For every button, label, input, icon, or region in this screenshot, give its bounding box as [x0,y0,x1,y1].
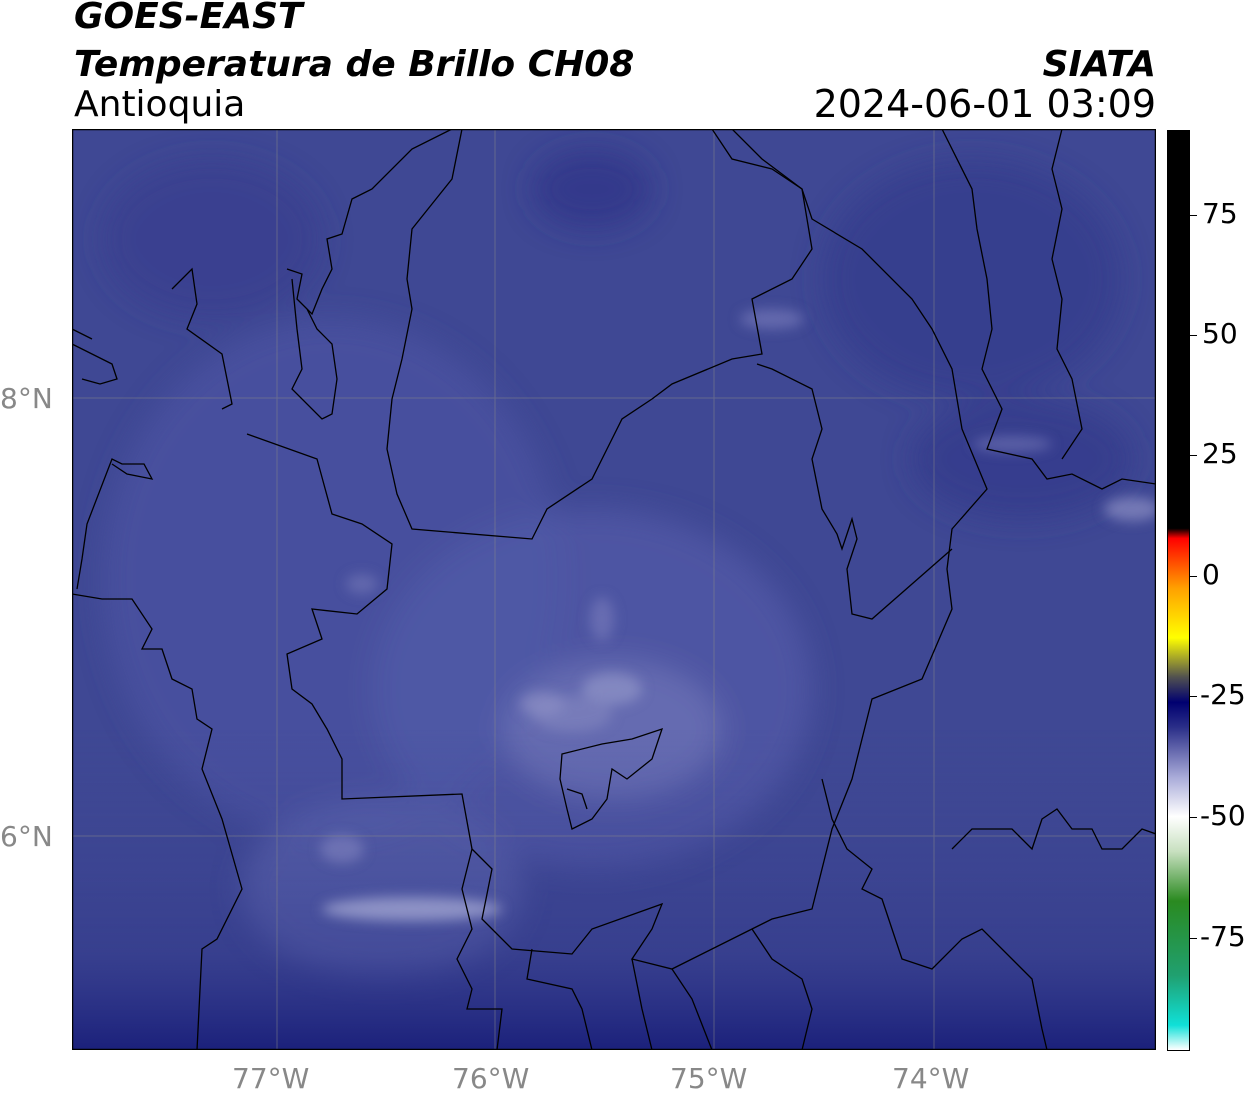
dept-line-south [456,848,813,1050]
source-label: SIATA [1042,44,1156,85]
lat-label-8n: 8°N [0,382,53,415]
colorbar-label-neg25: -25 [1200,678,1246,711]
colorbar-label-neg75: -75 [1200,920,1246,953]
lon-label-77w: 77°W [232,1062,310,1095]
dept-line-southeast [821,778,1156,1050]
dept-line-north [386,129,813,540]
colorbar-tick [1189,455,1197,456]
brightness-field [102,149,1132,979]
map-frame [72,129,1156,1050]
colorbar-label-0: 0 [1202,558,1220,591]
graticule [72,129,1156,1050]
valle-aburra [559,727,664,830]
colorbar-tick [1189,696,1197,697]
antioquia-boundary [246,129,988,970]
map-panel [72,129,1156,1050]
colorbar-tick [1189,938,1197,939]
title-line-1: GOES-EAST [74,0,303,37]
colorbar-tick [1189,335,1197,336]
lon-label-74w: 74°W [892,1062,970,1095]
colorbar [1167,130,1190,1051]
coast-inner [76,458,154,590]
dept-line-east [941,129,1156,490]
region-label: Antioquia [74,84,246,125]
title-line-2: Temperatura de Brillo CH08 [74,44,635,85]
datetime-label: 2024-06-01 03:09 [813,82,1156,126]
map-canvas [72,129,1156,1050]
lon-label-76w: 76°W [452,1062,530,1095]
lat-label-6n: 6°N [0,820,53,853]
dept-line-central [756,363,953,620]
colorbar-label-75: 75 [1202,197,1238,230]
lon-label-75w: 75°W [670,1062,748,1095]
colorbar-tick [1189,576,1197,577]
colorbar-tick [1189,817,1197,818]
colorbar-label-50: 50 [1202,317,1238,350]
colorbar-label-25: 25 [1202,437,1238,470]
colorbar-tick [1189,215,1197,216]
boundaries [72,129,1156,1050]
cloud-highlights [320,309,1156,921]
coastline [72,129,453,1050]
colorbar-label-neg50: -50 [1200,799,1246,832]
